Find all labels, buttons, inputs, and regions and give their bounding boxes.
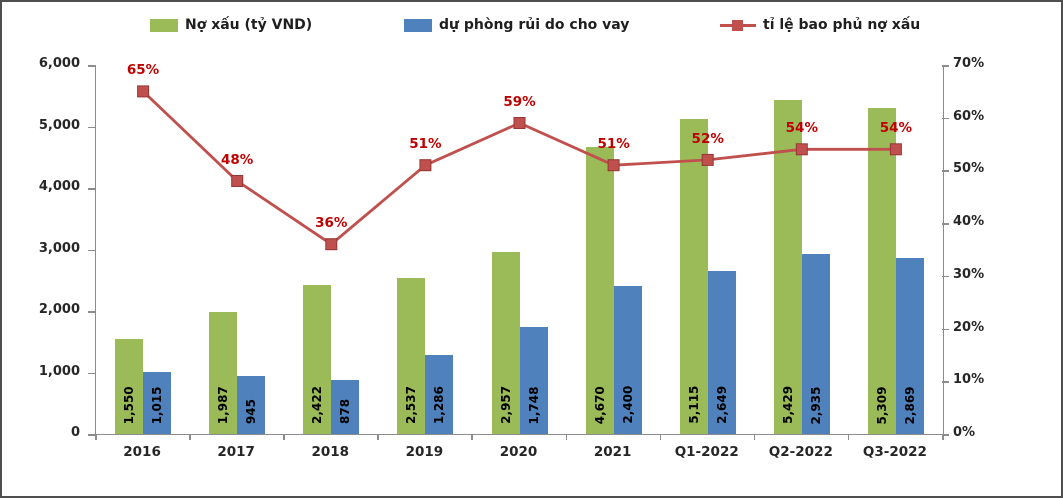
left-axis-tick bbox=[88, 311, 95, 313]
line-marker-square-icon bbox=[231, 175, 244, 187]
right-axis-tick-label: 50% bbox=[953, 161, 985, 177]
x-axis-tick bbox=[847, 434, 850, 440]
left-axis-tick bbox=[88, 188, 95, 190]
legend-item-0: Nợ xấu (tỷ VND) bbox=[150, 14, 312, 36]
left-axis-tick bbox=[88, 434, 95, 436]
x-axis-category-label: Q2-2022 bbox=[768, 444, 833, 460]
x-axis-tick bbox=[283, 434, 285, 440]
bar-bad-debt bbox=[303, 285, 332, 434]
line-marker-square-icon bbox=[795, 143, 808, 156]
legend-line-marker-icon bbox=[720, 19, 756, 32]
bar-bad-debt bbox=[773, 100, 802, 434]
bar-bad-debt bbox=[679, 119, 708, 434]
right-axis-tick bbox=[942, 65, 949, 67]
coverage-pct-label: 52% bbox=[691, 130, 724, 147]
bar-provision bbox=[801, 253, 830, 434]
left-axis-tick-label: 0 bbox=[70, 425, 80, 440]
bar-bad-debt bbox=[585, 146, 614, 434]
x-axis-tick bbox=[753, 434, 756, 440]
right-axis-tick bbox=[942, 275, 949, 278]
x-axis-tick bbox=[659, 434, 662, 440]
left-axis-tick-label: 2,000 bbox=[38, 302, 80, 317]
x-axis-category-label: 2021 bbox=[593, 444, 632, 460]
right-axis-tick-label: 60% bbox=[953, 108, 985, 124]
bar-provision bbox=[895, 257, 924, 434]
bar-bad-debt bbox=[115, 338, 144, 434]
bar-bad-debt bbox=[491, 252, 520, 434]
right-axis-tick bbox=[942, 223, 949, 225]
line-marker-square-icon bbox=[513, 117, 526, 129]
left-axis-tick bbox=[88, 126, 95, 128]
coverage-pct-label: 48% bbox=[220, 151, 254, 168]
x-axis-category-label: 2020 bbox=[499, 444, 538, 460]
line-marker-square-icon bbox=[137, 85, 150, 98]
right-axis-tick-label: 70% bbox=[953, 56, 985, 71]
right-axis-tick bbox=[942, 328, 949, 331]
legend-label: dự phòng rủi do cho vay bbox=[439, 17, 630, 33]
x-axis-tick bbox=[942, 434, 944, 440]
coverage-pct-label: 54% bbox=[879, 120, 913, 137]
bar-provision bbox=[143, 371, 172, 434]
right-axis-tick-label: 10% bbox=[953, 372, 985, 388]
x-axis-category-label: 2019 bbox=[405, 444, 444, 460]
left-axis-tick-label: 6,000 bbox=[38, 56, 80, 71]
x-axis-category-label: 2016 bbox=[123, 444, 161, 460]
legend-swatch-icon bbox=[404, 18, 432, 32]
x-axis-category-label: Q3-2022 bbox=[862, 444, 927, 460]
bar-bad-debt bbox=[209, 311, 238, 434]
line-marker-square-icon bbox=[325, 238, 338, 251]
right-axis-tick bbox=[942, 381, 949, 383]
plot-area: 1,550 1,987 2,422 2,537 2,957 4,670 5,115 5,429… bbox=[95, 62, 944, 435]
right-axis-tick-label: 40% bbox=[953, 214, 985, 230]
coverage-pct-label: 54% bbox=[785, 120, 818, 137]
line-marker-square-icon bbox=[419, 159, 432, 172]
bar-provision bbox=[613, 286, 642, 434]
left-axis-tick bbox=[88, 372, 95, 374]
x-axis-category-label: 2018 bbox=[311, 444, 350, 460]
coverage-pct-label: 65% bbox=[126, 62, 160, 79]
right-axis-tick-label: 0% bbox=[953, 425, 976, 440]
legend-square bbox=[732, 19, 743, 31]
x-axis-tick bbox=[377, 434, 379, 440]
bar-provision bbox=[237, 375, 266, 434]
legend-label: tỉ lệ bao phủ nợ xấu bbox=[763, 17, 921, 33]
coverage-pct-label: 51% bbox=[597, 136, 630, 153]
line-marker-square-icon bbox=[701, 153, 714, 166]
bar-bad-debt bbox=[867, 107, 896, 434]
left-axis-tick-label: 3,000 bbox=[38, 240, 80, 256]
coverage-ratio-line bbox=[137, 85, 902, 251]
coverage-pct-label: 59% bbox=[503, 93, 536, 110]
legend-item-1: dự phòng rủi do cho vay bbox=[404, 14, 629, 36]
x-axis-tick bbox=[189, 434, 191, 440]
line-marker-square-icon bbox=[889, 143, 902, 156]
right-axis-tick-label: 30% bbox=[953, 266, 985, 282]
bar-bad-debt bbox=[397, 277, 426, 434]
bar-provision bbox=[707, 271, 736, 434]
coverage-pct-label: 36% bbox=[315, 215, 348, 232]
left-axis-tick-label: 4,000 bbox=[38, 179, 80, 194]
bar-provision bbox=[425, 354, 454, 434]
x-axis-category-label: Q1-2022 bbox=[674, 444, 739, 460]
right-axis-tick bbox=[942, 170, 949, 172]
left-axis-tick-label: 5,000 bbox=[38, 117, 80, 133]
line-marker-square-icon bbox=[607, 159, 620, 172]
legend-label: Nợ xấu (tỷ VND) bbox=[185, 17, 313, 33]
left-axis-tick bbox=[88, 65, 95, 67]
right-axis-tick bbox=[942, 117, 949, 120]
legend-item-2: tỉ lệ bao phủ nợ xấu bbox=[720, 14, 920, 36]
bar-provision bbox=[331, 380, 360, 434]
legend-swatch-icon bbox=[150, 18, 178, 32]
x-axis-tick bbox=[471, 434, 473, 440]
x-axis-category-label: 2017 bbox=[217, 444, 255, 460]
right-axis-tick-label: 20% bbox=[953, 319, 985, 335]
left-axis-tick bbox=[88, 249, 95, 251]
coverage-pct-label: 51% bbox=[409, 136, 442, 153]
left-axis-tick-label: 1,000 bbox=[38, 363, 80, 379]
x-axis-tick bbox=[95, 434, 97, 440]
bar-provision bbox=[519, 326, 548, 434]
right-axis-tick bbox=[942, 434, 949, 436]
x-axis-tick bbox=[565, 434, 568, 440]
